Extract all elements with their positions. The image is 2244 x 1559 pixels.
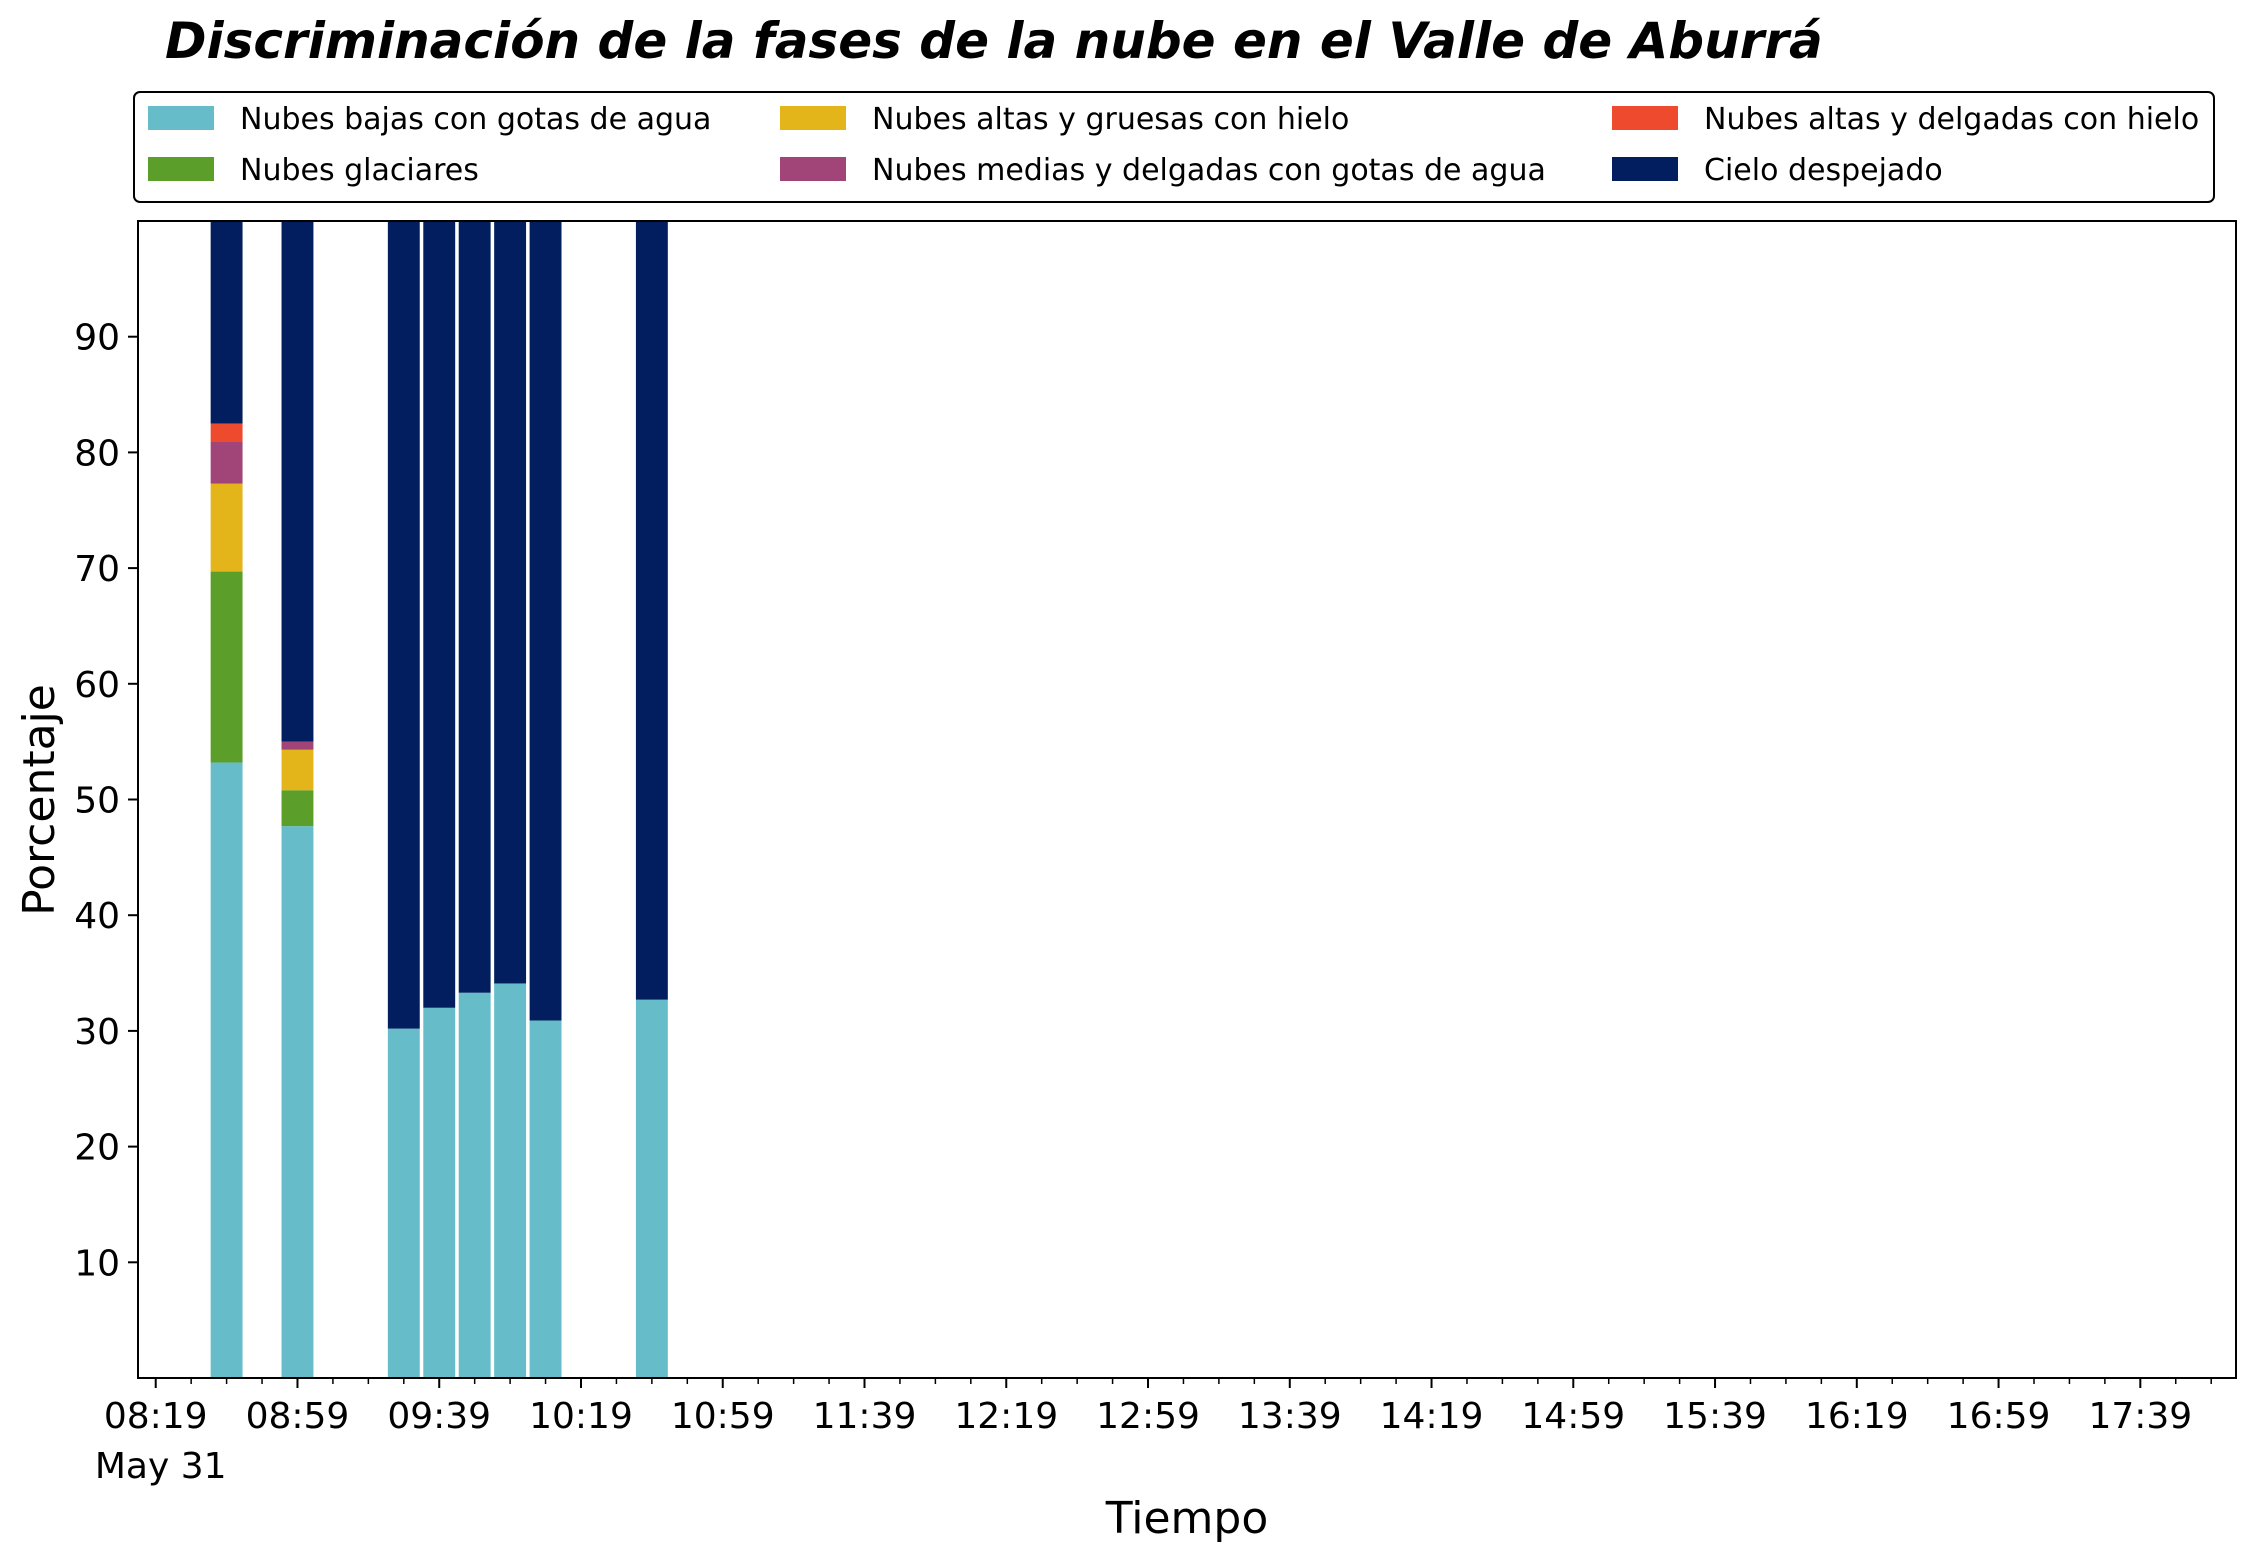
- x-tick-label: 12:19: [954, 1396, 1058, 1437]
- y-tick-label: 50: [74, 781, 120, 822]
- legend-label-nubes-bajas-con-gotas-de-agua: Nubes bajas con gotas de agua: [240, 102, 711, 137]
- legend-swatch-nubes-glaciares: [148, 157, 214, 181]
- x-tick-label: 10:59: [671, 1396, 775, 1437]
- bar-nubes-bajas-con-gotas-de-agua-1009: [529, 1020, 562, 1378]
- x-tick-label: 14:19: [1380, 1396, 1484, 1437]
- y-tick-label: 20: [74, 1128, 120, 1169]
- x-tick-label: 13:39: [1238, 1396, 1342, 1437]
- y-tick-label: 10: [74, 1243, 120, 1284]
- legend: Nubes bajas con gotas de agua Nubes glaci…: [133, 91, 2215, 203]
- bar-cielo-despejado-1009: [529, 221, 562, 1021]
- bar-nubes-bajas-con-gotas-de-agua-0959: [494, 983, 527, 1378]
- bar-nubes-bajas-con-gotas-de-agua-0949: [458, 992, 491, 1378]
- legend-swatch-nubes-bajas-con-gotas-de-agua: [148, 106, 214, 130]
- bar-cielo-despejado-0949: [458, 221, 491, 993]
- bar-nubes-altas-y-delgadas-con-hielo-0839: [210, 423, 243, 442]
- chart-title: Discriminación de la fases de la nube en…: [165, 12, 1823, 70]
- bar-nubes-bajas-con-gotas-de-agua-1039: [635, 999, 668, 1378]
- bar-cielo-despejado-0939: [423, 221, 456, 1008]
- legend-label-nubes-altas-y-delgadas-con-hielo: Nubes altas y delgadas con hielo: [1704, 102, 2199, 137]
- bar-nubes-bajas-con-gotas-de-agua-0839: [210, 762, 243, 1378]
- x-axis-label: Tiempo: [1105, 1493, 1269, 1544]
- bar-nubes-altas-y-gruesas-con-hielo-0859: [281, 749, 314, 791]
- x-tick-label: 12:59: [1096, 1396, 1200, 1437]
- bar-nubes-bajas-con-gotas-de-agua-0939: [423, 1007, 456, 1378]
- x-tick-label: 16:19: [1805, 1396, 1909, 1437]
- x-date-label: May 31: [95, 1446, 227, 1487]
- bar-cielo-despejado-0859: [281, 221, 314, 742]
- bar-nubes-medias-y-delgadas-con-gotas-de-agua-0839: [210, 441, 243, 484]
- y-tick-label: 70: [74, 549, 120, 590]
- bar-cielo-despejado-1039: [635, 221, 668, 1000]
- y-tick-label: 80: [74, 433, 120, 474]
- legend-label-nubes-altas-y-gruesas-con-hielo: Nubes altas y gruesas con hielo: [872, 102, 1349, 137]
- x-tick-label: 08:59: [246, 1396, 350, 1437]
- plot-area: 10 20 30 40 50 60 70 80 90 08:19 May 31 08:59 09:39…: [74, 220, 2237, 1487]
- x-tick-label: 14:59: [1521, 1396, 1625, 1437]
- bar-nubes-glaciares-0839: [210, 571, 243, 763]
- bars: [210, 221, 668, 1378]
- x-axis: 08:19 May 31 08:59 09:39 10:19 10:59 11:39 12:1…: [95, 1378, 2212, 1487]
- x-tick-label: 15:39: [1663, 1396, 1767, 1437]
- x-tick-label: 09:39: [387, 1396, 491, 1437]
- x-tick-label: 17:39: [2088, 1396, 2192, 1437]
- legend-frame: [133, 91, 2215, 203]
- x-tick-label: 08:19: [104, 1396, 208, 1437]
- bar-cielo-despejado-0959: [494, 221, 527, 984]
- y-tick-label: 60: [74, 665, 120, 706]
- legend-label-nubes-medias-y-delgadas-con-gotas-de-agua: Nubes medias y delgadas con gotas de agu…: [872, 153, 1546, 188]
- y-tick-label: 90: [74, 318, 120, 359]
- bar-nubes-medias-y-delgadas-con-gotas-de-agua-0859: [281, 741, 314, 750]
- y-tick-label: 30: [74, 1012, 120, 1053]
- y-axis: 10 20 30 40 50 60 70 80 90: [74, 318, 138, 1284]
- bar-nubes-altas-y-gruesas-con-hielo-0839: [210, 483, 243, 572]
- legend-swatch-nubes-altas-y-gruesas-con-hielo: [780, 106, 846, 130]
- x-tick-label: 16:59: [1947, 1396, 2051, 1437]
- bar-cielo-despejado-0839: [210, 221, 243, 424]
- x-tick-label: 10:19: [529, 1396, 633, 1437]
- bar-nubes-bajas-con-gotas-de-agua-0929: [387, 1028, 420, 1378]
- y-axis-label: Porcentaje: [14, 684, 65, 916]
- bar-nubes-bajas-con-gotas-de-agua-0859: [281, 826, 314, 1378]
- legend-label-nubes-glaciares: Nubes glaciares: [240, 153, 479, 188]
- legend-label-cielo-despejado: Cielo despejado: [1704, 153, 1943, 188]
- legend-swatch-nubes-altas-y-delgadas-con-hielo: [1612, 106, 1678, 130]
- legend-swatch-nubes-medias-y-delgadas-con-gotas-de-agua: [780, 157, 846, 181]
- x-tick-label: 11:39: [813, 1396, 917, 1437]
- y-tick-label: 40: [74, 896, 120, 937]
- bar-nubes-glaciares-0859: [281, 790, 314, 827]
- legend-swatch-cielo-despejado: [1612, 157, 1678, 181]
- bar-cielo-despejado-0929: [387, 221, 420, 1029]
